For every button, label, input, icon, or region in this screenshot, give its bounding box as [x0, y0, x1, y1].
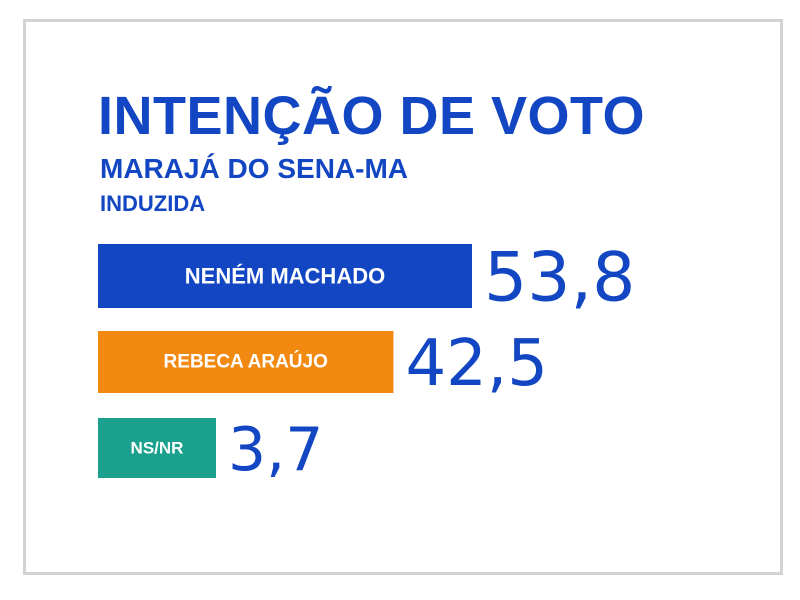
- bar-2: [98, 331, 394, 393]
- chart-subtitle: MARAJÁ DO SENA-MA: [100, 153, 408, 184]
- chart-title: INTENÇÃO DE VOTO: [98, 86, 646, 146]
- bar-1: [98, 244, 472, 308]
- bar-value-label: 3,7: [228, 415, 323, 485]
- bar-value-label: 42,5: [405, 327, 548, 401]
- bar-value-label: 53,8: [484, 239, 635, 318]
- bar-category-label: REBECA ARAÚJO: [164, 351, 328, 373]
- bar-category-label: NS/NR: [131, 439, 184, 458]
- bar-3: [98, 418, 216, 478]
- bar-category-label: NENÉM MACHADO: [185, 264, 385, 289]
- chart-subtitle-secondary: INDUZIDA: [100, 191, 206, 216]
